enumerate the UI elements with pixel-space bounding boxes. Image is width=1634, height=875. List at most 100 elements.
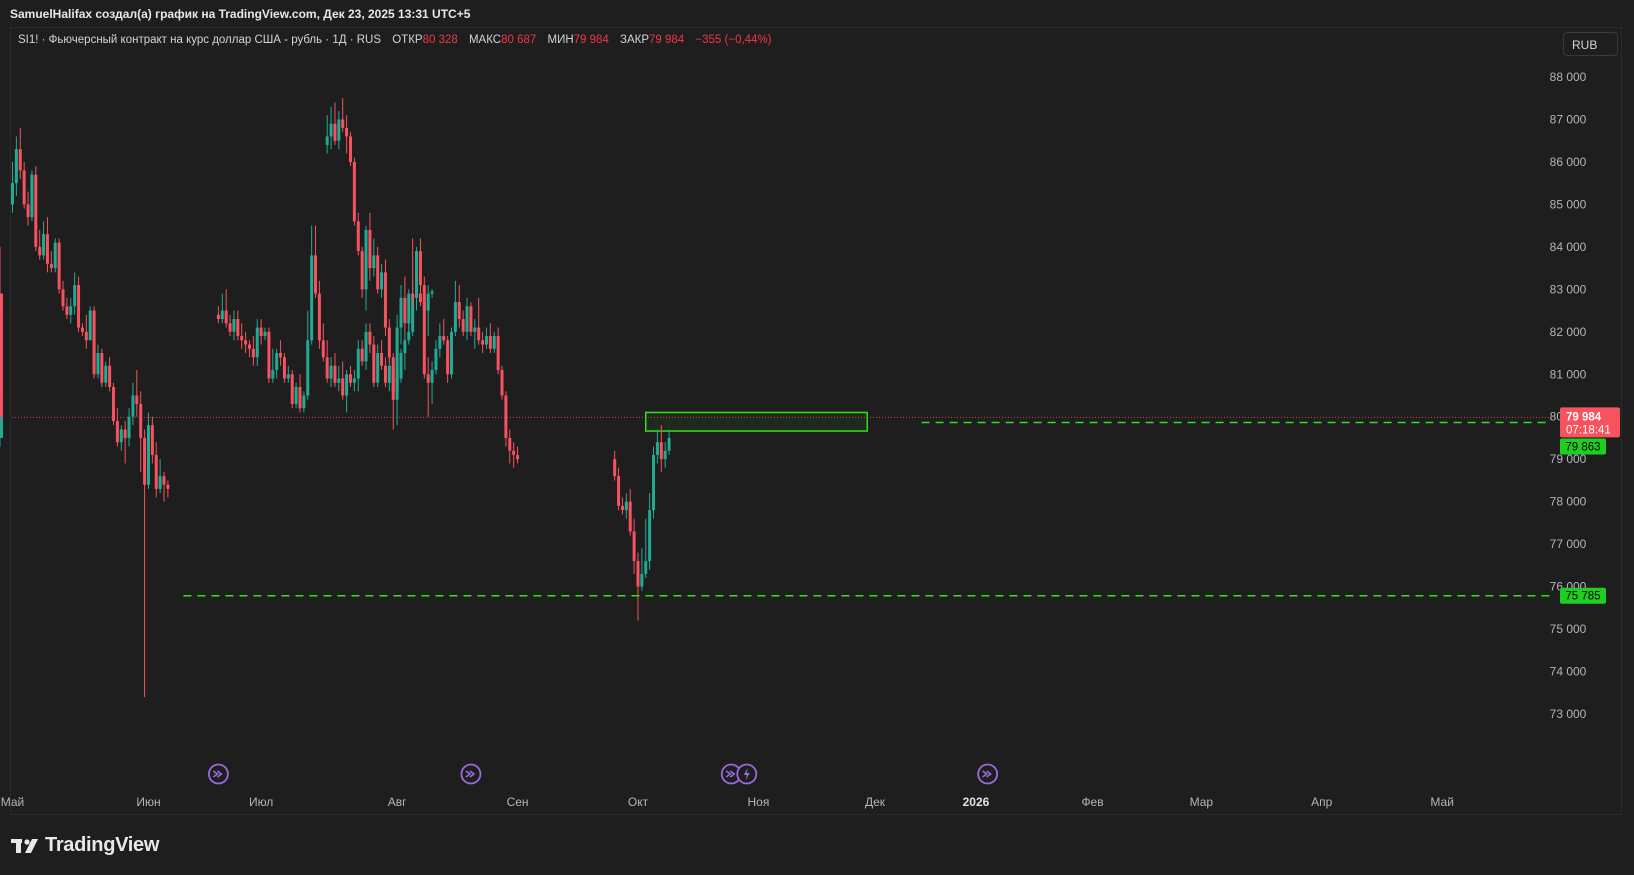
candle-body: [143, 437, 147, 485]
candle-body: [504, 395, 508, 438]
y-tick-label: 74 000: [1550, 665, 1587, 679]
candle-body: [453, 302, 457, 332]
candle-body: [100, 353, 104, 383]
candle-body: [251, 348, 255, 358]
y-tick-label: 73 000: [1550, 707, 1587, 721]
candle-body: [387, 365, 391, 383]
chart-pane[interactable]: [10, 27, 1622, 815]
candle-body: [422, 302, 426, 375]
candle-body: [640, 573, 644, 587]
support-zone-rectangle[interactable]: [645, 411, 868, 432]
candle-body: [57, 242, 61, 290]
candle-body: [49, 263, 53, 269]
candle-body: [84, 331, 88, 341]
candle-body: [372, 344, 376, 383]
candle-body: [473, 327, 477, 332]
x-tick-label: Мар: [1190, 795, 1214, 809]
tradingview-logo[interactable]: TradingView: [11, 834, 159, 857]
candle-body: [648, 510, 652, 562]
candle-body: [166, 484, 170, 489]
y-tick-label: 83 000: [1550, 282, 1587, 296]
candle-body: [314, 255, 318, 294]
forward-arrow-icon: [465, 770, 476, 778]
x-tick-label: Окт: [628, 795, 649, 809]
candle-body: [628, 501, 632, 532]
candle-body: [244, 340, 248, 345]
candle-body: [345, 374, 349, 396]
candle-body: [356, 348, 360, 379]
forward-arrow-icon: [212, 770, 223, 778]
candle-body: [0, 399, 3, 417]
symbol-description: SI1! · Фьючерсный контракт на курс долла…: [18, 34, 382, 46]
candle-body: [127, 416, 131, 438]
candle-body: [123, 429, 127, 438]
candle-body: [500, 370, 504, 396]
candle-body: [22, 170, 26, 205]
candle-body: [387, 327, 391, 358]
candle-body: [298, 387, 302, 409]
candle-body: [652, 454, 656, 511]
candle-body: [403, 340, 407, 354]
candle-body: [411, 293, 415, 298]
y-tick-label: 78 000: [1550, 495, 1587, 509]
candle-body: [267, 331, 271, 379]
candle-body: [659, 442, 663, 460]
candle-body: [636, 561, 640, 587]
candle-body: [380, 272, 384, 290]
candle-body: [348, 374, 352, 383]
candle-body: [407, 331, 411, 341]
level-price-label: 75 785: [1565, 591, 1600, 603]
y-tick-label: 85 000: [1550, 197, 1587, 211]
close-value: 79 984: [649, 34, 685, 46]
candle-body: [92, 310, 96, 375]
candle-body: [150, 425, 154, 455]
candle-body: [220, 310, 224, 320]
candle-body: [477, 327, 481, 341]
countdown-label: 07:18:41: [1566, 424, 1611, 436]
candle-body: [430, 291, 434, 294]
candle-body: [333, 365, 337, 383]
candle-body: [232, 319, 236, 332]
x-tick-label: Май: [1, 795, 25, 809]
level-price-label: 79 863: [1565, 442, 1600, 454]
candle-body: [450, 331, 454, 375]
candle-body: [465, 306, 469, 332]
candle-body: [383, 272, 387, 328]
open-value: 80 328: [422, 34, 458, 46]
tradingview-logo-icon: [11, 838, 38, 853]
candle-body: [11, 183, 14, 205]
low-label: МИН: [547, 34, 574, 46]
candle-body: [337, 119, 341, 141]
candle-body: [65, 306, 69, 315]
candle-body: [88, 310, 92, 341]
candle-body: [368, 229, 372, 269]
forward-arrow-icon: [725, 770, 736, 778]
candle-body: [38, 246, 42, 256]
last-price-tag: [1560, 407, 1620, 438]
candle-body: [135, 395, 139, 404]
candle-body: [290, 374, 294, 404]
y-tick-label: 77 000: [1550, 537, 1587, 551]
candle-body: [259, 327, 263, 337]
currency-button[interactable]: RUB: [1563, 32, 1618, 56]
level-price-tag: [1560, 438, 1606, 455]
candle-body: [356, 221, 360, 252]
candle-body: [372, 255, 376, 269]
candle-body: [247, 344, 251, 349]
candle-body: [325, 136, 329, 145]
candle-body: [617, 476, 621, 506]
candle-body: [360, 251, 364, 290]
y-tick-label: 88 000: [1550, 70, 1587, 84]
x-tick-label: Дек: [865, 795, 886, 809]
candle-body: [461, 319, 465, 332]
candle-body: [341, 119, 345, 128]
candle-body: [61, 289, 65, 307]
candle-body: [337, 378, 341, 383]
candle-body: [512, 450, 516, 455]
y-tick-label: 75 000: [1550, 622, 1587, 636]
candle-body: [310, 255, 314, 341]
candle-body: [399, 353, 403, 379]
candle-body: [42, 234, 46, 256]
candle-body: [418, 293, 422, 303]
